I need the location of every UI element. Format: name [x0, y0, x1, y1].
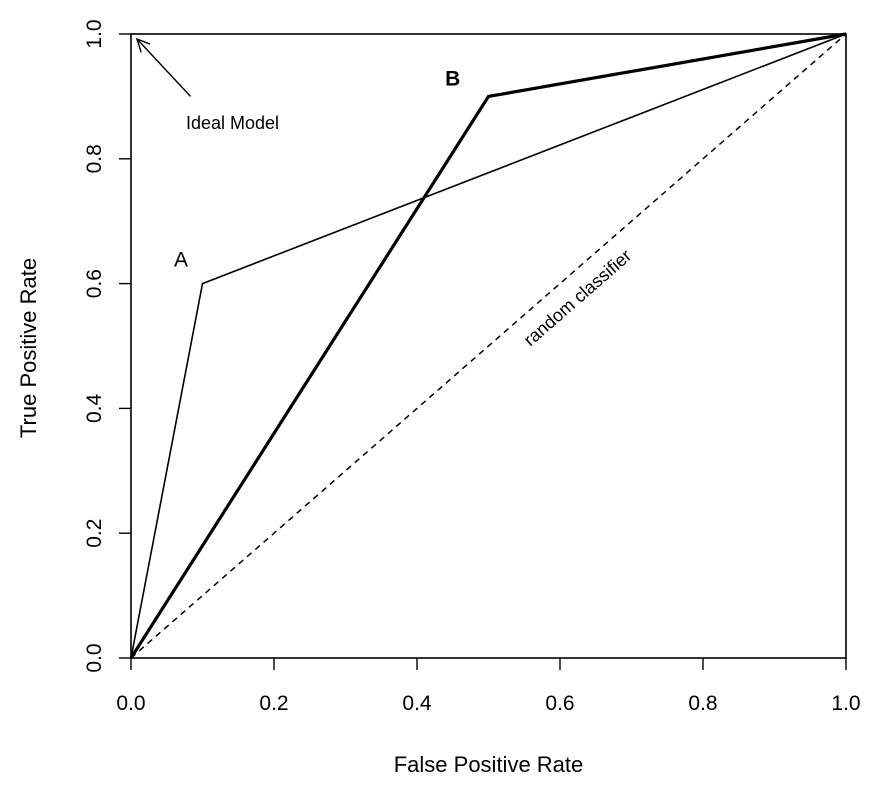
- y-tick-label: 0.4: [83, 393, 106, 423]
- ideal-model-label: Ideal Model: [186, 113, 279, 133]
- series-layer: [129, 32, 847, 659]
- x-tick-label: 0.0: [116, 692, 145, 715]
- ideal-model-arrow: [136, 38, 192, 97]
- y-tick-label: 0.0: [83, 643, 106, 672]
- series-label-a: A: [174, 249, 188, 272]
- x-tick-label: 0.2: [259, 692, 288, 715]
- x-tick-label: 0.8: [688, 692, 717, 715]
- series-label-b: B: [445, 68, 460, 91]
- ideal-model-arrowhead: [135, 37, 151, 53]
- y-tick-label: 0.8: [83, 144, 106, 173]
- x-tick-label: 0.6: [545, 692, 574, 715]
- random-classifier-label: random classifier: [520, 246, 636, 351]
- series-line-random-classifier: [130, 33, 847, 659]
- x-axis-title: False Positive Rate: [394, 752, 584, 777]
- y-axis-title: True Positive Rate: [16, 258, 41, 438]
- y-tick-label: 0.6: [83, 269, 106, 298]
- x-tick-label: 0.4: [402, 692, 432, 715]
- x-tick-label: 1.0: [831, 692, 860, 715]
- plot-frame: [130, 33, 847, 659]
- series-line-b: [129, 32, 847, 659]
- y-tick-label: 0.2: [83, 519, 106, 548]
- y-tick-label: 1.0: [83, 19, 106, 48]
- axes: 0.0 0.2 0.4 0.6 0.8 1.0 0.0 0.2 0.4 0.6 0.8 1.0 Fals…: [16, 19, 861, 777]
- plot-area: [130, 33, 847, 659]
- series-line-a: [130, 33, 847, 659]
